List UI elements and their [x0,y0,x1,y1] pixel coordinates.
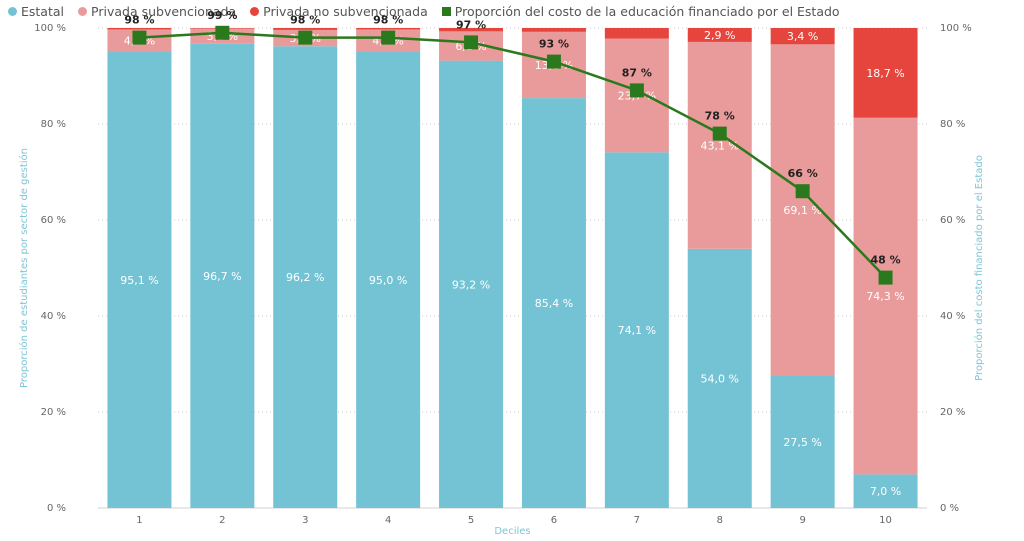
legend-label-proporcion-costo: Proporción del costo de la educación fin… [454,3,840,19]
bar-segment-estatal [356,52,421,508]
line-point-marker [629,83,644,98]
x-tick-label: 9 [799,515,805,526]
bar-value-label: 43,1 % [701,139,739,152]
bar-value-label: 7,0 % [870,485,901,498]
bar-segment-privada-no-subvencionada [521,28,586,32]
legend-item-estatal[interactable]: Estatal [8,4,64,19]
y-tick-label-left: 100 % [34,23,66,34]
bar-value-label: 96,7 % [203,270,241,283]
line-value-label: 78 % [705,110,735,123]
line-point-marker [132,30,147,45]
line-point-marker [215,25,230,40]
bar-value-label: 95,0 % [369,274,407,287]
legend-marker-privada-subvencionada [78,6,88,16]
x-tick-label: 6 [551,515,557,526]
x-tick-label: 5 [468,515,474,526]
line-value-label: 66 % [788,167,818,180]
bar-segment-privada-subvencionada [687,41,752,249]
line-point-marker [464,35,479,50]
bar-value-label: 2,9 % [704,29,735,42]
bar-segment-estatal [770,376,835,508]
y-tick-label-right: 80 % [940,119,965,130]
line-point-marker [298,30,313,45]
bar-value-label: 95,1 % [120,274,158,287]
bar-segment-privada-no-subvencionada [687,28,752,42]
bar-value-label: 69,1 % [783,204,821,217]
line-point-marker [795,184,810,199]
bar-segment-estatal [190,43,255,509]
legend-label-estatal: Estatal [21,3,65,19]
y-tick-label-right: 20 % [940,407,965,418]
bar-segment-estatal [107,51,172,509]
line-point-marker [381,30,396,45]
line-series-path [139,31,887,279]
line-point-marker [878,270,893,285]
bar-segment-estatal [853,474,918,508]
x-axis-title: Deciles [494,526,530,537]
line-value-label: 48 % [870,254,900,267]
bar-value-label: 74,1 % [618,324,656,337]
y-tick-label-left: 60 % [41,215,66,226]
line-value-label: 98 % [373,14,403,27]
y-tick-label-left: 40 % [41,311,66,322]
legend-marker-privada-no-subvencionada [250,6,260,16]
bar-value-label: 85,4 % [535,297,573,310]
line-value-label: 93 % [539,38,569,51]
y-axis-title-right: Proporción del costo financiado por el E… [973,155,985,381]
line-point-marker [712,126,727,141]
y-axis-title-left: Proporción de estudiantes por sector de … [18,148,30,388]
bar-value-label: 74,3 % [866,290,904,303]
x-tick-label: 7 [634,515,640,526]
bar-segment-privada-no-subvencionada [439,28,504,32]
bar-value-label: 27,5 % [783,436,821,449]
bar-value-label: 54,0 % [701,372,739,385]
y-tick-label-left: 20 % [41,407,66,418]
bar-segment-privada-subvencionada [853,117,918,475]
legend-label-privada-subvencionada: Privada subvencionada [91,3,237,19]
bar-segment-privada-no-subvencionada [107,28,172,30]
bar-segment-estatal [439,60,504,508]
legend-item-proporcion-costo[interactable]: Proporción del costo de la educación fin… [441,3,840,19]
bar-value-label: 93,2 % [452,278,490,291]
line-value-label: 99 % [207,9,237,22]
legend-marker-proporcion-costo [441,6,451,16]
x-tick-label: 1 [136,515,142,526]
x-tick-label: 10 [879,515,892,526]
bar-segment-estatal [687,248,752,509]
bar-segment-estatal [521,98,586,508]
legend-marker-estatal [8,6,17,16]
bar-segment-privada-no-subvencionada [604,28,669,39]
y-tick-label-right: 40 % [940,311,965,322]
bar-value-label: 96,2 % [286,271,324,284]
bar-segment-estatal [604,152,669,508]
bar-value-label: 18,7 % [866,67,904,80]
legend-item-privada-no-subvencionada[interactable]: Privada no subvencionada [250,4,428,19]
bar-segment-privada-no-subvencionada [770,28,835,45]
y-tick-label-left: 80 % [41,119,66,130]
chart-legend: Estatal Privada subvencionada Privada no… [8,1,840,21]
y-tick-label-right: 100 % [940,23,972,34]
line-value-label: 97 % [456,18,486,31]
x-tick-label: 4 [385,515,391,526]
bar-segment-privada-no-subvencionada [853,28,918,118]
bar-segment-privada-no-subvencionada [273,28,338,30]
bar-value-label: 3,4 % [787,30,818,43]
y-tick-label-right: 60 % [940,215,965,226]
x-tick-label: 8 [717,515,723,526]
line-value-label: 98 % [290,14,320,27]
y-tick-label-right: 0 % [940,503,959,514]
y-tick-label-left: 0 % [47,503,66,514]
line-value-label: 98 % [124,14,154,27]
bar-segment-estatal [273,46,338,509]
line-value-label: 87 % [622,66,652,79]
bar-segment-privada-no-subvencionada [356,28,421,30]
x-tick-label: 2 [219,515,225,526]
line-point-marker [546,54,561,69]
bar-segment-privada-subvencionada [770,44,835,376]
x-tick-label: 3 [302,515,308,526]
legend-item-privada-subvencionada[interactable]: Privada subvencionada [78,4,236,19]
legend-label-privada-no-subvencionada: Privada no subvencionada [263,3,428,19]
